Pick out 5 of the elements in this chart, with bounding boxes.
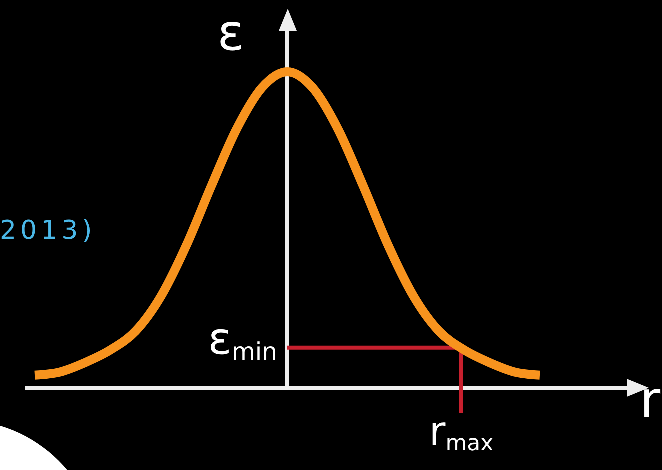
y-axis-title: ε [218, 4, 245, 62]
ref-line-label: ε$_{min}$ [208, 314, 278, 366]
text: r$_{max}$ [429, 409, 494, 456]
x-axis-title: r [640, 371, 661, 429]
annotation: 2013) [0, 216, 96, 246]
